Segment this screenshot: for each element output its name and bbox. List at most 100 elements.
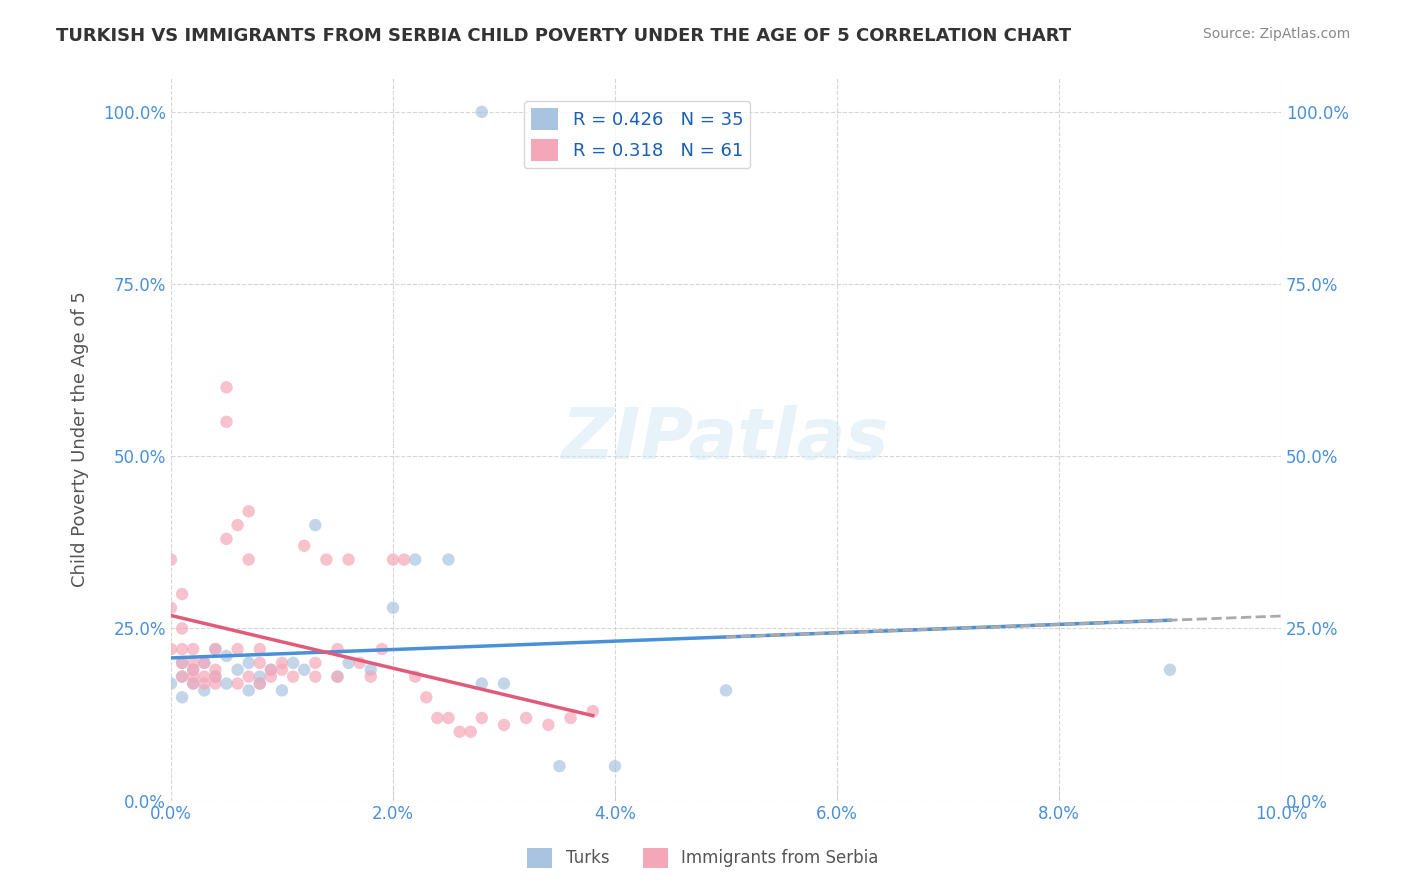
Point (404, 670, 426, 684)
Point (181, 663, 204, 677)
Point (1159, 663, 1181, 677)
Point (181, 663, 204, 677)
Y-axis label: Child Poverty Under the Age of 5: Child Poverty Under the Age of 5 (72, 291, 89, 587)
Point (714, 683, 737, 698)
Point (537, 718, 560, 732)
Point (392, 552, 415, 566)
Point (304, 656, 326, 670)
Text: Source: ZipAtlas.com: Source: ZipAtlas.com (1202, 27, 1350, 41)
Point (271, 683, 294, 698)
Point (471, 711, 494, 725)
Point (260, 663, 283, 677)
Point (349, 656, 371, 670)
Point (460, 724, 482, 739)
Point (471, 104, 494, 119)
Point (281, 656, 304, 670)
Point (326, 670, 349, 684)
Point (271, 663, 294, 677)
Point (160, 552, 183, 566)
Point (582, 704, 605, 718)
Point (204, 642, 226, 657)
Point (326, 670, 349, 684)
Point (426, 711, 449, 725)
Point (172, 622, 194, 636)
Point (160, 676, 183, 690)
Point (603, 759, 626, 773)
Point (548, 759, 571, 773)
Point (215, 532, 238, 546)
Point (437, 711, 460, 725)
Point (204, 642, 226, 657)
Point (204, 663, 226, 677)
Point (449, 724, 471, 739)
Point (492, 718, 515, 732)
Point (181, 656, 204, 670)
Point (326, 642, 349, 657)
Point (360, 670, 382, 684)
Point (304, 670, 326, 684)
Point (160, 642, 183, 657)
Point (181, 676, 204, 690)
Point (215, 380, 238, 394)
Point (226, 518, 249, 533)
Point (404, 552, 426, 566)
Point (238, 504, 260, 518)
Point (172, 690, 194, 705)
Point (226, 642, 249, 657)
Point (260, 663, 283, 677)
Point (292, 539, 315, 553)
Point (215, 676, 238, 690)
Point (215, 648, 238, 663)
Point (226, 676, 249, 690)
Point (337, 656, 360, 670)
Point (181, 676, 204, 690)
Point (238, 552, 260, 566)
Point (382, 552, 405, 566)
Point (172, 656, 194, 670)
Point (204, 676, 226, 690)
Point (193, 683, 215, 698)
Point (172, 670, 194, 684)
Point (204, 670, 226, 684)
Point (172, 670, 194, 684)
Point (181, 642, 204, 657)
Point (249, 670, 271, 684)
Point (382, 600, 405, 615)
Point (215, 415, 238, 429)
Text: TURKISH VS IMMIGRANTS FROM SERBIA CHILD POVERTY UNDER THE AGE OF 5 CORRELATION C: TURKISH VS IMMIGRANTS FROM SERBIA CHILD … (56, 27, 1071, 45)
Point (249, 656, 271, 670)
Point (238, 670, 260, 684)
Point (471, 676, 494, 690)
Point (172, 587, 194, 601)
Point (360, 663, 382, 677)
Point (172, 656, 194, 670)
Point (304, 518, 326, 533)
Point (415, 690, 437, 705)
Point (515, 711, 537, 725)
Point (193, 676, 215, 690)
Point (160, 600, 183, 615)
Point (226, 663, 249, 677)
Point (337, 552, 360, 566)
Legend: R = 0.426   N = 35, R = 0.318   N = 61: R = 0.426 N = 35, R = 0.318 N = 61 (524, 101, 751, 169)
Point (271, 656, 294, 670)
Point (371, 642, 394, 657)
Legend: Turks, Immigrants from Serbia: Turks, Immigrants from Serbia (520, 841, 886, 875)
Point (437, 552, 460, 566)
Point (249, 676, 271, 690)
Point (260, 670, 283, 684)
Point (292, 663, 315, 677)
Point (181, 670, 204, 684)
Point (204, 670, 226, 684)
Point (492, 676, 515, 690)
Point (281, 670, 304, 684)
Point (172, 642, 194, 657)
Point (193, 670, 215, 684)
Point (560, 711, 582, 725)
Text: ZIPatlas: ZIPatlas (562, 405, 890, 474)
Point (238, 656, 260, 670)
Point (249, 676, 271, 690)
Point (249, 642, 271, 657)
Point (315, 552, 337, 566)
Point (193, 656, 215, 670)
